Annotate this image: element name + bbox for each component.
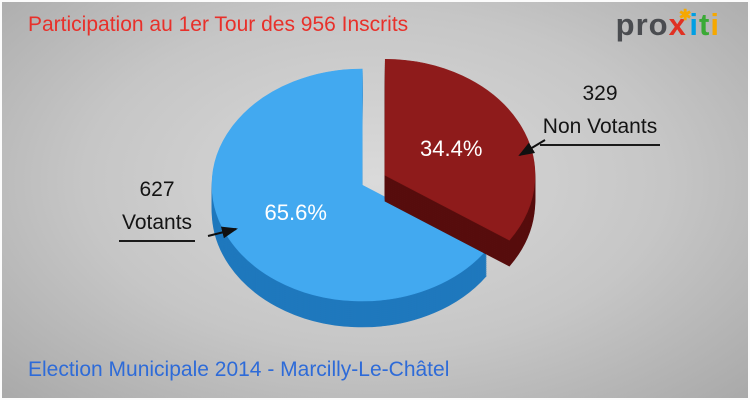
non-votants-label: Non Votants [539, 111, 661, 147]
callout-non-votants: 329 Non Votants [520, 78, 680, 147]
votants-count: 627 [139, 178, 175, 201]
non-votants-count: 329 [582, 82, 618, 105]
callout-votants: 627 Votants [97, 174, 217, 243]
pct-label: 65.6% [265, 200, 327, 225]
chart-title: Participation au 1er Tour des 956 Inscri… [28, 13, 409, 36]
callout-arrows [207, 139, 546, 239]
proxiti-logo: prox✱iti [615, 7, 720, 42]
non-votants-arrow [518, 139, 546, 157]
votants-arrow [207, 226, 238, 239]
votants-label: Votants [118, 207, 196, 243]
pie-slices: 65.6% 34.4% [211, 58, 536, 328]
footer-caption: Election Municipale 2014 - Marcilly-Le-C… [28, 358, 450, 381]
pct-label: 34.4% [420, 136, 482, 161]
